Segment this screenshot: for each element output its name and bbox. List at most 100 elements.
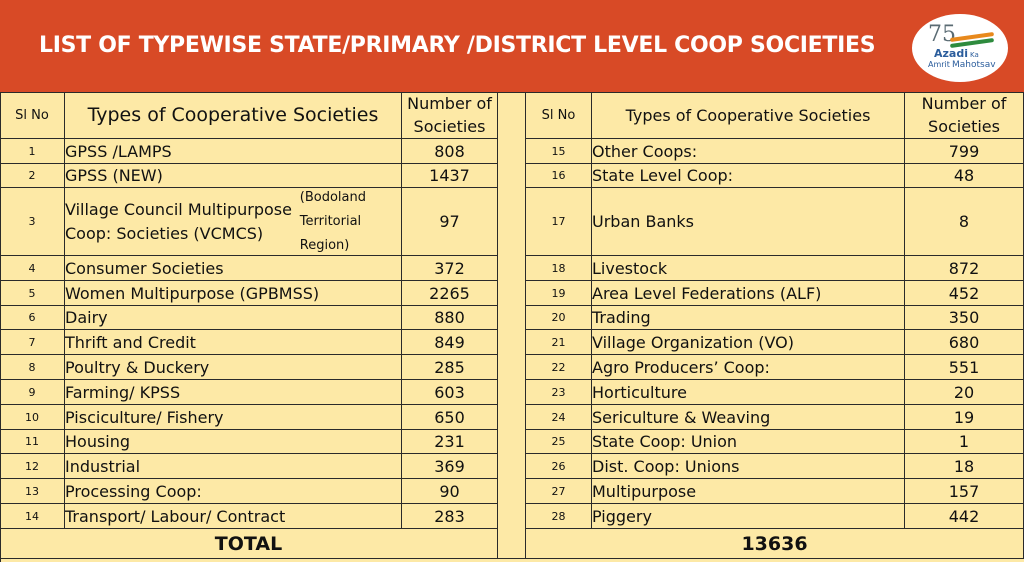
- table-row-number-right: 20: [905, 380, 1024, 405]
- table-row-number-right: 157: [905, 479, 1024, 504]
- table-row-number: 808: [402, 139, 498, 164]
- table-row-sl-no-right: 21: [526, 330, 592, 355]
- table-left-border: [0, 92, 1, 562]
- table-row-type: Transport/ Labour/ Contract: [65, 504, 402, 529]
- header-number-right: Number of Societies: [905, 92, 1024, 139]
- table-row-sl-no: 1: [0, 139, 65, 164]
- table-row-type-right: State Level Coop:: [592, 164, 905, 188]
- table-row-number-right: 48: [905, 164, 1024, 188]
- title-banner: LIST OF TYPEWISE STATE/PRIMARY /DISTRICT…: [0, 0, 1024, 92]
- table-row-type-label: Transport/ Labour/ Contract: [65, 506, 286, 526]
- table-row-sl-no: 6: [0, 306, 65, 330]
- table-row-sl-no-right: 25: [526, 430, 592, 454]
- table-row-type: Industrial: [65, 454, 402, 479]
- logo-text-amrit: Amrit: [928, 60, 950, 69]
- table-row-number-right: 452: [905, 281, 1024, 306]
- table-row-sl-no-right: 19: [526, 281, 592, 306]
- table-row-number: 90: [402, 479, 498, 504]
- table-row-number: 1437: [402, 164, 498, 188]
- table-row-type: Consumer Societies: [65, 256, 402, 281]
- table-row-type-right: Agro Producers’ Coop:: [592, 355, 905, 380]
- table-row-number: 372: [402, 256, 498, 281]
- table-row-type-label: Industrial: [65, 456, 141, 476]
- table-row-sl-no-right: 22: [526, 355, 592, 380]
- table-row-type-label: Women Multipurpose (GPBMSS): [65, 283, 320, 303]
- column-separator: [498, 92, 526, 559]
- table-row-sl-no-right: 20: [526, 306, 592, 330]
- header-type: Types of Cooperative Societies: [65, 92, 402, 139]
- table-row-type-right: Village Organization (VO): [592, 330, 905, 355]
- table-row-number-right: 551: [905, 355, 1024, 380]
- table-row-sl-no: 12: [0, 454, 65, 479]
- table-row-number-right: 350: [905, 306, 1024, 330]
- table-row-type: Poultry & Duckery: [65, 355, 402, 380]
- table-row-type-label: Farming/ KPSS: [65, 382, 181, 402]
- table-row-type: GPSS (NEW): [65, 164, 402, 188]
- table-row-type-label: GPSS (NEW): [65, 166, 163, 185]
- table-row-number-right: 799: [905, 139, 1024, 164]
- header-number: Number of Societies: [402, 92, 498, 139]
- table-row-type: Village Council Multipurpose Coop: Socie…: [65, 188, 402, 256]
- table-row-number-right: 19: [905, 405, 1024, 430]
- table-row-type-right: Dist. Coop: Unions: [592, 454, 905, 479]
- table-row-number: 283: [402, 504, 498, 529]
- table-row-type: Housing: [65, 430, 402, 454]
- table-row-number: 2265: [402, 281, 498, 306]
- azadi-ka-amrit-mahotsav-logo: 75 Azadi Ka Amrit Mahotsav: [912, 14, 1008, 82]
- total-value: 13636: [526, 529, 1024, 559]
- table-row-number: 369: [402, 454, 498, 479]
- table-row-type-right: Area Level Federations (ALF): [592, 281, 905, 306]
- table-row-type-label: GPSS /LAMPS: [65, 141, 172, 161]
- table-row-number: 97: [402, 188, 498, 256]
- table-row-number-right: 680: [905, 330, 1024, 355]
- table-row-type: Dairy: [65, 306, 402, 330]
- table-row-type: Thrift and Credit: [65, 330, 402, 355]
- table-row-type-right: Multipurpose: [592, 479, 905, 504]
- table-row-type-label: Village Council Multipurpose Coop: Socie…: [65, 199, 292, 243]
- table-row-type-right: Livestock: [592, 256, 905, 281]
- table-row-type-label: Processing Coop:: [65, 481, 202, 501]
- table-row-sl-no: 7: [0, 330, 65, 355]
- total-label: TOTAL: [0, 529, 498, 559]
- header-type-right: Types of Cooperative Societies: [592, 92, 905, 139]
- logo-text-ka: Ka: [970, 51, 979, 59]
- table-row-type-right: Trading: [592, 306, 905, 330]
- table-row-sl-no-right: 27: [526, 479, 592, 504]
- table-row-type: GPSS /LAMPS: [65, 139, 402, 164]
- table-row-sl-no: 9: [0, 380, 65, 405]
- table-row-sl-no-right: 24: [526, 405, 592, 430]
- table-row-type-label: Dairy: [65, 308, 108, 327]
- table-row-number: 285: [402, 355, 498, 380]
- table-row-number: 880: [402, 306, 498, 330]
- table-row-type: Farming/ KPSS: [65, 380, 402, 405]
- table-row-number-right: 18: [905, 454, 1024, 479]
- table-row-sl-no-right: 15: [526, 139, 592, 164]
- table-top-border: [0, 92, 1024, 93]
- table-row-number: 650: [402, 405, 498, 430]
- table-row-type-right: Urban Banks: [592, 188, 905, 256]
- table-row-type: Pisciculture/ Fishery: [65, 405, 402, 430]
- table-row-type-note: (Bodoland Territorial Region): [299, 189, 366, 253]
- table-row-number-right: 1: [905, 430, 1024, 454]
- table-row-sl-no-right: 17: [526, 188, 592, 256]
- table-row-sl-no: 8: [0, 355, 65, 380]
- logo-text-mahotsav: Mahotsav: [952, 60, 996, 70]
- table-row-number: 603: [402, 380, 498, 405]
- table-row-sl-no: 14: [0, 504, 65, 529]
- table-row-number-right: 442: [905, 504, 1024, 529]
- logo-text-azadi: Azadi: [934, 47, 968, 60]
- table-row-sl-no-right: 23: [526, 380, 592, 405]
- table-row-sl-no: 11: [0, 430, 65, 454]
- table-row-type-right: Horticulture: [592, 380, 905, 405]
- table-row-type-right: Piggery: [592, 504, 905, 529]
- table-row-type: Processing Coop:: [65, 479, 402, 504]
- cooperative-societies-table: Sl No Types of Cooperative Societies Numbe…: [0, 92, 1024, 562]
- table-row-sl-no-right: 18: [526, 256, 592, 281]
- table-row-type: Women Multipurpose (GPBMSS): [65, 281, 402, 306]
- table-row-sl-no-right: 26: [526, 454, 592, 479]
- header-sl-no-right: Sl No: [526, 92, 592, 139]
- table-row-type-label: Consumer Societies: [65, 258, 224, 278]
- table-row-number: 231: [402, 430, 498, 454]
- table-row-number-right: 8: [905, 188, 1024, 256]
- table-row-sl-no-right: 16: [526, 164, 592, 188]
